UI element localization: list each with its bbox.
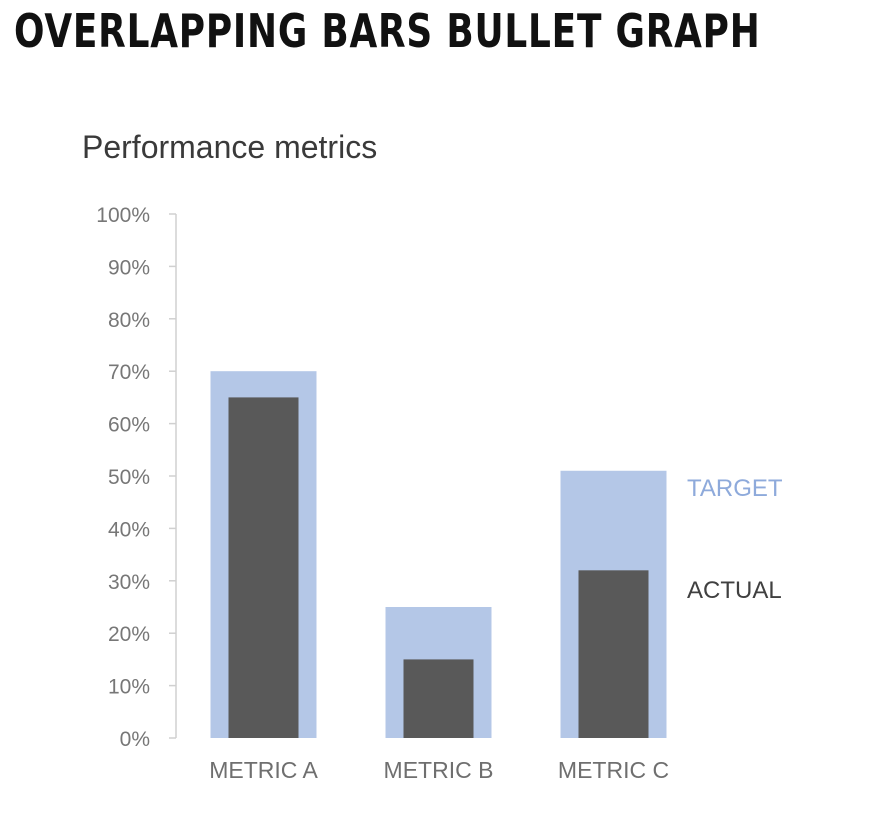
legend-target-label: TARGET: [687, 475, 783, 502]
y-tick-label: 10%: [108, 676, 150, 699]
y-tick-label: 50%: [108, 466, 150, 489]
legend: TARGET ACTUAL: [687, 475, 783, 604]
y-tick-label: 30%: [108, 571, 150, 594]
bars: [210, 371, 667, 738]
category-label: METRIC A: [209, 757, 318, 783]
y-tick-label: 60%: [108, 414, 150, 437]
chart-title: Performance metrics: [82, 129, 377, 165]
y-tick-label: 0%: [120, 728, 150, 751]
category-label: METRIC B: [384, 757, 494, 783]
y-tick-label: 80%: [108, 309, 150, 332]
x-axis-labels: METRIC A METRIC B METRIC C: [209, 757, 669, 783]
page-heading: OVERLAPPING BARS BULLET GRAPH: [14, 4, 761, 58]
category-label: METRIC C: [558, 757, 669, 783]
actual-bar: [228, 397, 299, 738]
y-tick-label: 20%: [108, 623, 150, 646]
legend-actual-label: ACTUAL: [687, 577, 782, 604]
y-tick-label: 90%: [108, 256, 150, 279]
y-tick-label: 40%: [108, 518, 150, 541]
actual-bar: [578, 570, 649, 738]
actual-bar: [403, 659, 474, 738]
y-axis: 0% 10% 20% 30% 40% 50% 60% 70% 80% 90% 100%: [96, 204, 177, 751]
y-tick-label: 100%: [96, 204, 150, 227]
y-tick-label: 70%: [108, 361, 150, 384]
